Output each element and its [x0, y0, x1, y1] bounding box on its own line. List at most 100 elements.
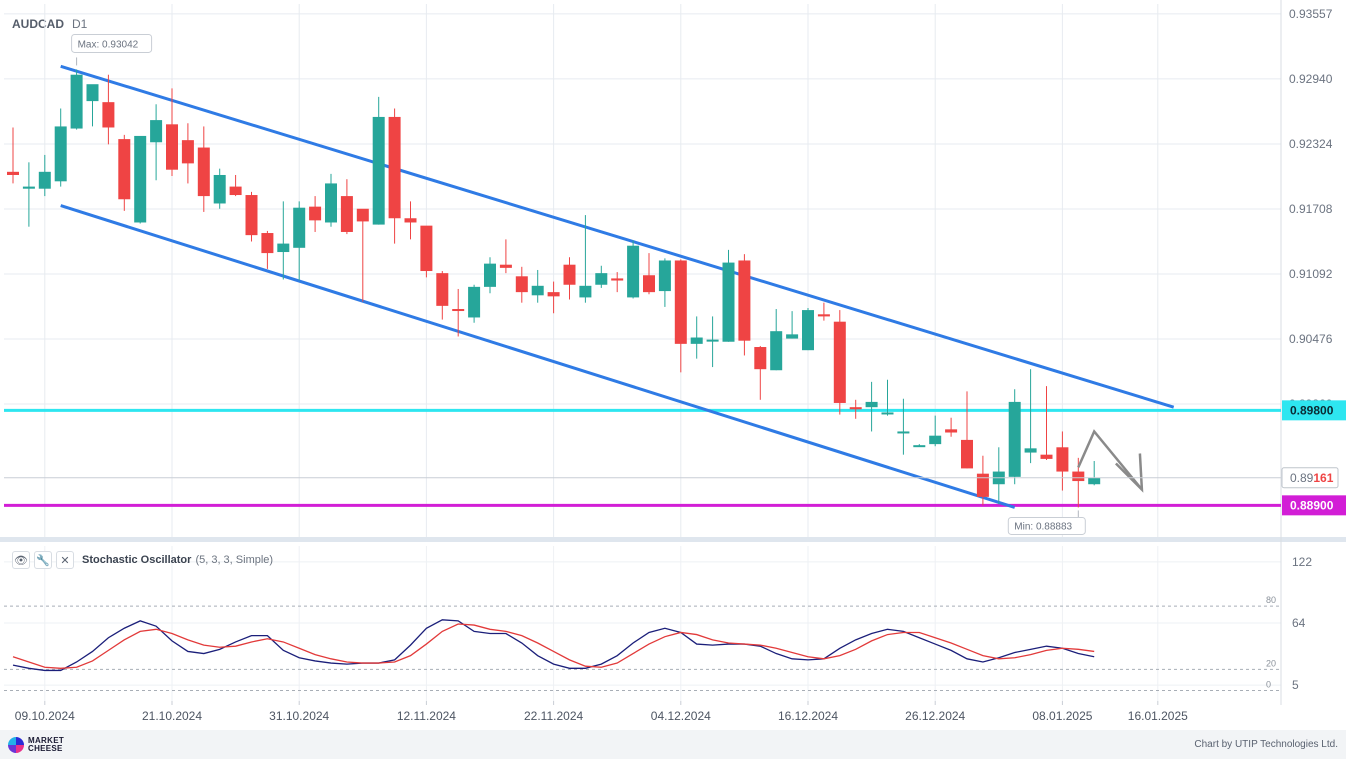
candle-body — [547, 292, 560, 297]
candle-body — [658, 260, 671, 292]
candle — [309, 196, 322, 232]
candle — [372, 96, 385, 225]
candle-body — [261, 233, 274, 254]
candle-body — [70, 74, 83, 129]
candle-body — [722, 262, 735, 342]
candle-body — [388, 116, 401, 219]
candle — [627, 240, 640, 299]
x-tick-label: 31.10.2024 — [269, 709, 329, 723]
candle — [738, 254, 751, 356]
candle-body — [865, 401, 878, 408]
candle-body — [118, 139, 131, 200]
candle-body — [372, 116, 385, 225]
candle-body — [499, 264, 512, 268]
stoch-level-label: 80 — [1266, 595, 1276, 605]
x-tick-label: 04.12.2024 — [651, 709, 711, 723]
price-tick-label: 0.93557 — [1289, 7, 1333, 21]
candle-body — [325, 183, 337, 223]
support-level-label: 0.88900 — [1290, 498, 1334, 512]
candle — [484, 257, 496, 294]
brand-logo[interactable]: MARKET CHEESE — [8, 736, 64, 754]
candle — [674, 259, 687, 373]
candle-body — [213, 174, 226, 204]
candle — [388, 108, 401, 244]
candle — [802, 307, 814, 351]
candle — [213, 168, 226, 209]
grid-lines — [4, 4, 1281, 701]
candle — [245, 191, 258, 242]
candle — [786, 311, 799, 339]
eye-icon[interactable]: 👁 — [12, 551, 30, 569]
support-level-badge — [1282, 495, 1346, 516]
candle-body — [563, 264, 576, 285]
candle — [54, 108, 67, 187]
candle — [754, 345, 767, 400]
candle-body — [849, 407, 862, 410]
wrench-icon[interactable]: 🔧 — [34, 551, 52, 569]
candle-body — [1072, 471, 1085, 482]
candle — [134, 135, 147, 224]
candle — [22, 162, 35, 227]
close-icon[interactable]: ✕ — [56, 551, 74, 569]
stoch-k-line — [12, 619, 1095, 672]
candle-body — [690, 337, 703, 344]
candle-body — [420, 225, 433, 272]
price-y-axis: 0.93557 0.92940 0.92324 0.91708 0.91092 0.904… — [1289, 7, 1333, 411]
candles — [7, 69, 1101, 508]
candle — [897, 398, 910, 455]
candle — [945, 417, 958, 437]
candle-body — [945, 429, 958, 433]
candle-body — [404, 218, 417, 223]
candle-body — [595, 273, 608, 285]
candle-body — [277, 243, 290, 253]
price-tick-label: 0.90476 — [1289, 332, 1333, 346]
candle — [325, 173, 337, 227]
current-price-badge — [1281, 467, 1339, 489]
candle-body — [229, 186, 242, 196]
candle-body — [245, 195, 258, 236]
candle — [976, 455, 989, 506]
candle-body — [150, 120, 163, 143]
candle — [1040, 386, 1053, 460]
symbol-header: AUDCAD D1 — [12, 17, 87, 31]
candle-body — [22, 186, 35, 189]
candle — [833, 310, 846, 415]
candle-body — [961, 439, 973, 469]
candle — [531, 269, 544, 303]
channel-lower-line — [60, 204, 1016, 509]
current-price-digits: 161 — [1313, 471, 1333, 485]
price-tick-label: 0.92324 — [1289, 137, 1333, 151]
candle-body — [579, 285, 592, 298]
chart-credit: Chart by UTIP Technologies Ltd. — [1194, 739, 1338, 750]
candle — [515, 266, 528, 303]
candle — [277, 201, 290, 280]
candle — [770, 309, 783, 371]
candle — [1056, 431, 1069, 491]
candle-body — [468, 286, 481, 318]
candle-body — [181, 140, 194, 164]
price-tick-label: 0.92940 — [1289, 72, 1333, 86]
candle-body — [833, 321, 846, 403]
x-tick-label: 08.01.2025 — [1032, 709, 1092, 723]
x-axis: 09.10.2024 21.10.2024 31.10.2024 12.11.2024… — [15, 701, 1188, 723]
candle-body — [166, 124, 178, 170]
candle — [579, 215, 592, 303]
candle-body — [293, 207, 306, 248]
logo-mark-icon — [8, 737, 24, 753]
indicator-toolbar: 👁 🔧 ✕ Stochastic Oscillator (5, 3, 3, Si… — [12, 551, 273, 569]
price-tick-label: 0.91092 — [1289, 267, 1333, 281]
candle-body — [7, 171, 19, 175]
candle-body — [197, 147, 210, 197]
candle-body — [627, 245, 640, 298]
candle — [468, 284, 481, 323]
candle — [722, 249, 735, 342]
projection-arrow-head — [1115, 453, 1144, 493]
candle — [547, 281, 560, 314]
x-tick-label: 09.10.2024 — [15, 709, 75, 723]
candle-body — [484, 263, 496, 287]
candle — [690, 316, 703, 359]
candle — [1008, 389, 1021, 485]
candle — [563, 257, 576, 300]
candle-body — [531, 285, 544, 296]
